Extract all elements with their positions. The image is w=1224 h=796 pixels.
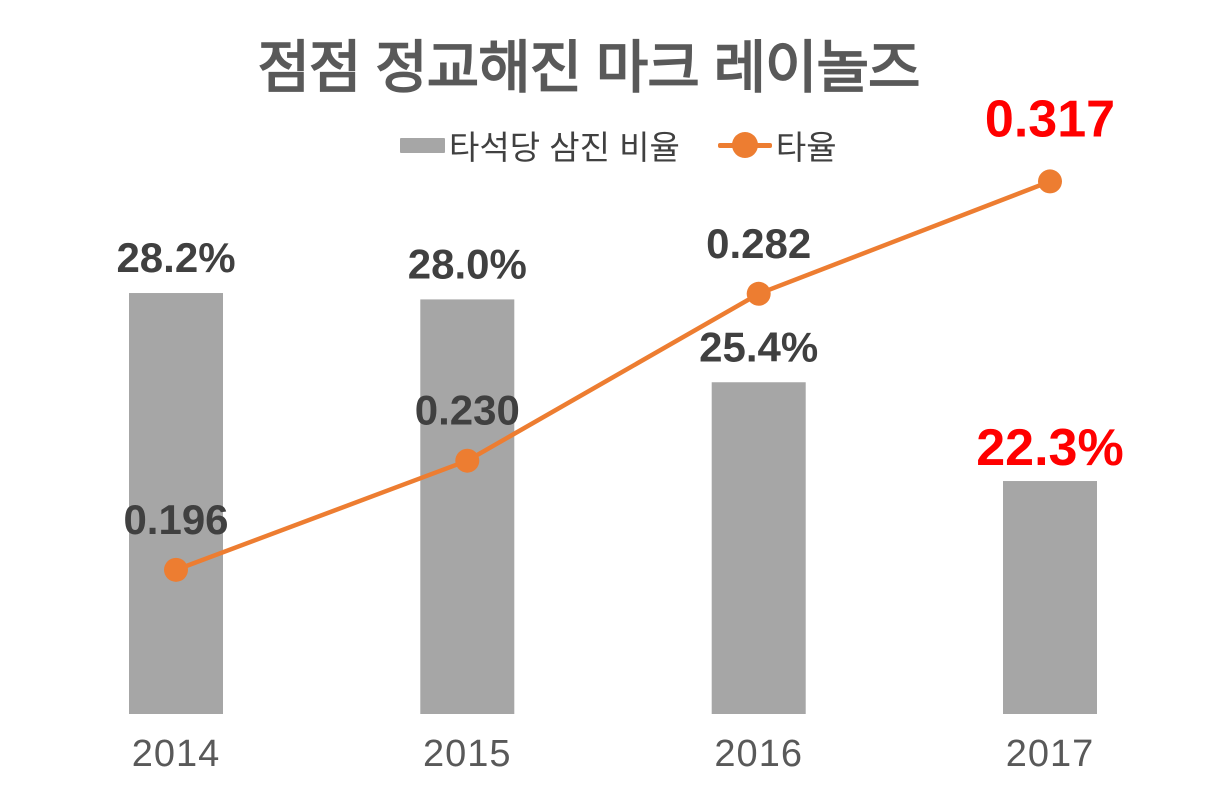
bar-label-2015: 28.0% bbox=[408, 240, 527, 287]
x-axis-label-2015: 2015 bbox=[423, 733, 512, 775]
bar-swatch-icon bbox=[400, 137, 445, 153]
legend-dot bbox=[731, 132, 758, 158]
line-label-2014: 0.196 bbox=[123, 496, 228, 543]
bar-2015 bbox=[420, 299, 515, 714]
chart-title: 점점 정교해진 마크 레이놀즈 bbox=[257, 36, 921, 100]
bar-2017 bbox=[1003, 481, 1097, 714]
chart-legend: 타석당 삼진 비율 타율 bbox=[400, 124, 837, 166]
legend-item-batting-average: 타율 bbox=[680, 121, 837, 169]
line-marker-2017 bbox=[1038, 169, 1062, 194]
bar-label-2014: 28.2% bbox=[116, 234, 235, 281]
line-label-2016: 0.282 bbox=[706, 220, 811, 267]
line-dot-icon bbox=[717, 132, 772, 158]
line-label-2017: 0.317 bbox=[985, 90, 1115, 148]
x-axis-label-2017: 2017 bbox=[1006, 733, 1095, 775]
line-label-2015: 0.230 bbox=[415, 387, 520, 434]
bar-label-2017: 22.3% bbox=[976, 419, 1123, 477]
line-marker-2016 bbox=[746, 281, 771, 306]
bar-2016 bbox=[711, 382, 806, 714]
line-series-batting-average bbox=[173, 179, 1053, 573]
legend-label-strikeout-rate: 타석당 삼진 비율 bbox=[449, 129, 680, 166]
bar-label-2016: 25.4% bbox=[699, 323, 818, 370]
line-marker-2014 bbox=[164, 557, 188, 582]
legend-label-batting-average: 타율 bbox=[775, 129, 837, 166]
x-axis-label-2014: 2014 bbox=[132, 733, 221, 775]
bar-2014 bbox=[129, 293, 223, 714]
legend-item-strikeout-rate: 타석당 삼진 비율 bbox=[400, 121, 680, 169]
x-axis-label-2016: 2016 bbox=[714, 733, 803, 775]
line-marker-2015 bbox=[455, 448, 480, 473]
